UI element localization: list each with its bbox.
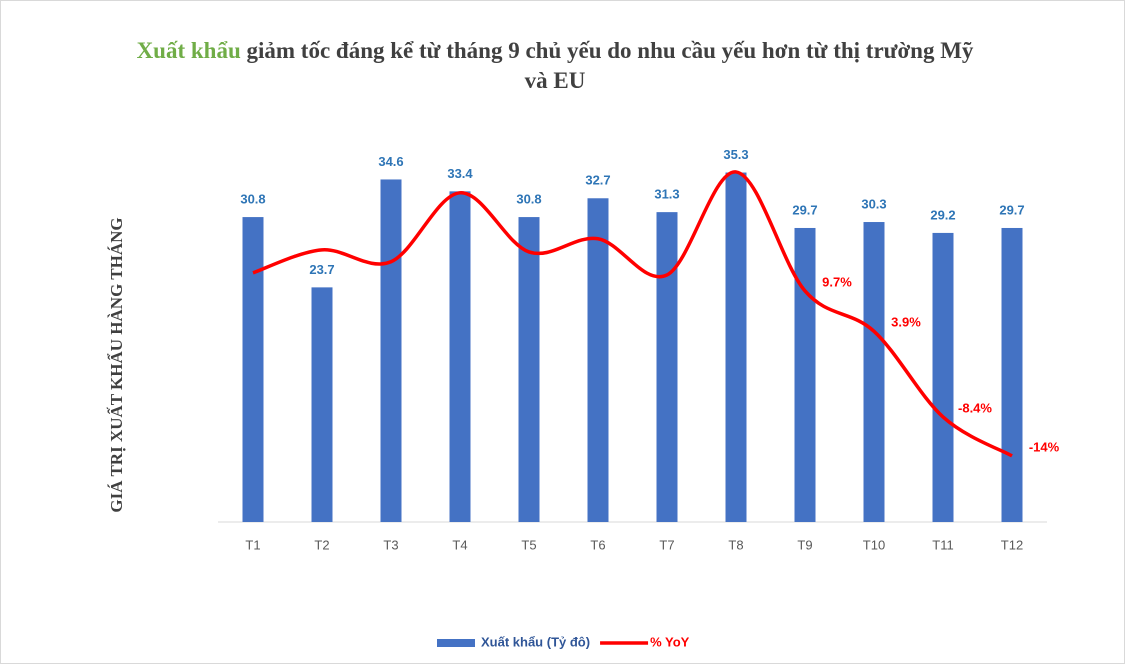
bar-value-label: 29.7 — [999, 202, 1024, 217]
bar — [932, 232, 954, 523]
line-value-label: -14% — [1029, 439, 1060, 454]
bar — [794, 227, 816, 522]
x-tick-label: T1 — [245, 537, 260, 552]
bar — [311, 287, 333, 522]
bar — [380, 179, 402, 522]
chart-title: Xuất khẩu giảm tốc đáng kể từ tháng 9 ch… — [130, 36, 980, 96]
x-tick-label: T12 — [1001, 537, 1023, 552]
bar-value-label: 30.8 — [240, 192, 265, 207]
line-value-label: 3.9% — [891, 315, 921, 330]
bar-value-label: 34.6 — [378, 154, 403, 169]
x-tick-label: T8 — [728, 537, 743, 552]
bar-value-label: 23.7 — [309, 262, 334, 277]
x-tick-label: T3 — [383, 537, 398, 552]
x-tick-label: T5 — [521, 537, 536, 552]
bar-value-label: 32.7 — [585, 173, 610, 188]
title-text: giảm tốc đáng kể từ tháng 9 chủ yếu do n… — [246, 38, 974, 93]
bar — [656, 212, 678, 522]
x-tick-label: T10 — [863, 537, 885, 552]
bar — [587, 198, 609, 522]
bar — [449, 191, 471, 522]
bar — [863, 222, 885, 522]
x-tick-label: T4 — [452, 537, 467, 552]
x-tick-label: T2 — [314, 537, 329, 552]
bar-value-label: 29.7 — [792, 202, 817, 217]
bar-value-label: 33.4 — [447, 166, 473, 181]
x-tick-label: T11 — [932, 537, 953, 552]
line — [252, 170, 1013, 458]
bar-value-label: 30.3 — [861, 196, 886, 211]
title-highlight: Xuất khẩu — [136, 38, 241, 63]
line-value-label: -8.4% — [958, 400, 992, 415]
bar — [242, 217, 264, 522]
bar-value-label: 29.2 — [930, 207, 955, 222]
bar — [518, 217, 540, 522]
bar — [1001, 227, 1023, 522]
bar — [725, 172, 747, 522]
legend-swatch — [437, 639, 475, 647]
legend-label: Xuất khẩu (Tỷ đô) — [481, 634, 590, 649]
legend-label: % YoY — [650, 634, 690, 649]
bar-value-label: 31.3 — [654, 187, 679, 202]
x-tick-label: T9 — [797, 537, 812, 552]
bar-value-label: 35.3 — [723, 147, 748, 162]
line-value-label: 9.7% — [822, 274, 852, 289]
x-tick-label: T6 — [590, 537, 605, 552]
y-axis-label: GIÁ TRỊ XUẤT KHẨU HÀNG THÁNG — [107, 217, 126, 512]
x-tick-label: T7 — [659, 537, 674, 552]
bar-value-label: 30.8 — [516, 192, 541, 207]
